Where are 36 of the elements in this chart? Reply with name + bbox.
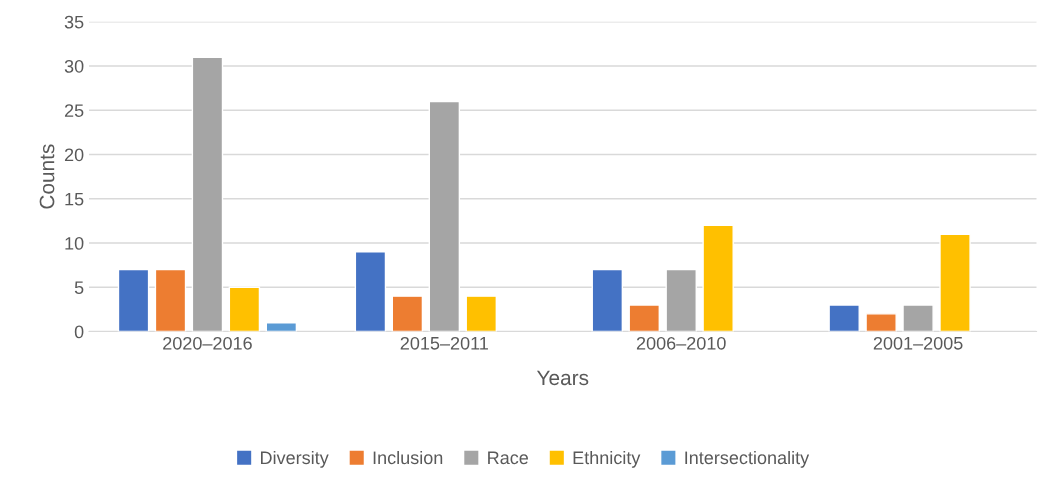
bar	[117, 268, 150, 332]
bar	[865, 313, 897, 332]
bar	[465, 295, 498, 332]
legend-label: Ethnicity	[573, 450, 641, 468]
y-tick-label: 5	[74, 281, 84, 295]
y-tick-label: 30	[64, 59, 84, 73]
y-tick-label: 35	[64, 15, 84, 29]
bar	[265, 321, 298, 332]
bar	[628, 304, 660, 332]
y-tick-label: 10	[65, 236, 84, 250]
y-tick-label: 15	[65, 192, 84, 206]
x-tick-label: 2015–2011	[400, 336, 488, 350]
y-axis-title: Counts	[39, 144, 55, 209]
bar	[665, 268, 697, 332]
bar	[228, 286, 261, 332]
x-axis-title: Years	[536, 370, 589, 386]
x-tick-label: 2001–2005	[873, 336, 963, 350]
legend-label: Inclusion	[373, 450, 443, 465]
y-tick-label: 20	[64, 148, 84, 162]
bar	[939, 233, 971, 332]
y-tick-label: 25	[64, 104, 84, 117]
bar	[591, 268, 624, 332]
bar	[702, 224, 734, 332]
bar	[391, 295, 424, 332]
bar	[354, 251, 387, 332]
x-tick-label: 2006–2010	[636, 336, 726, 350]
legend-label: Intersectionality	[685, 450, 810, 468]
bar	[428, 100, 461, 332]
x-tick-label: 2020–2016	[163, 336, 252, 350]
y-tick-label: 0	[74, 325, 84, 339]
bar	[191, 56, 224, 332]
legend-label: Race	[488, 451, 529, 465]
bar	[828, 304, 860, 332]
bar	[154, 268, 187, 332]
legend-label: Diversity	[261, 450, 329, 468]
bar	[902, 304, 934, 332]
